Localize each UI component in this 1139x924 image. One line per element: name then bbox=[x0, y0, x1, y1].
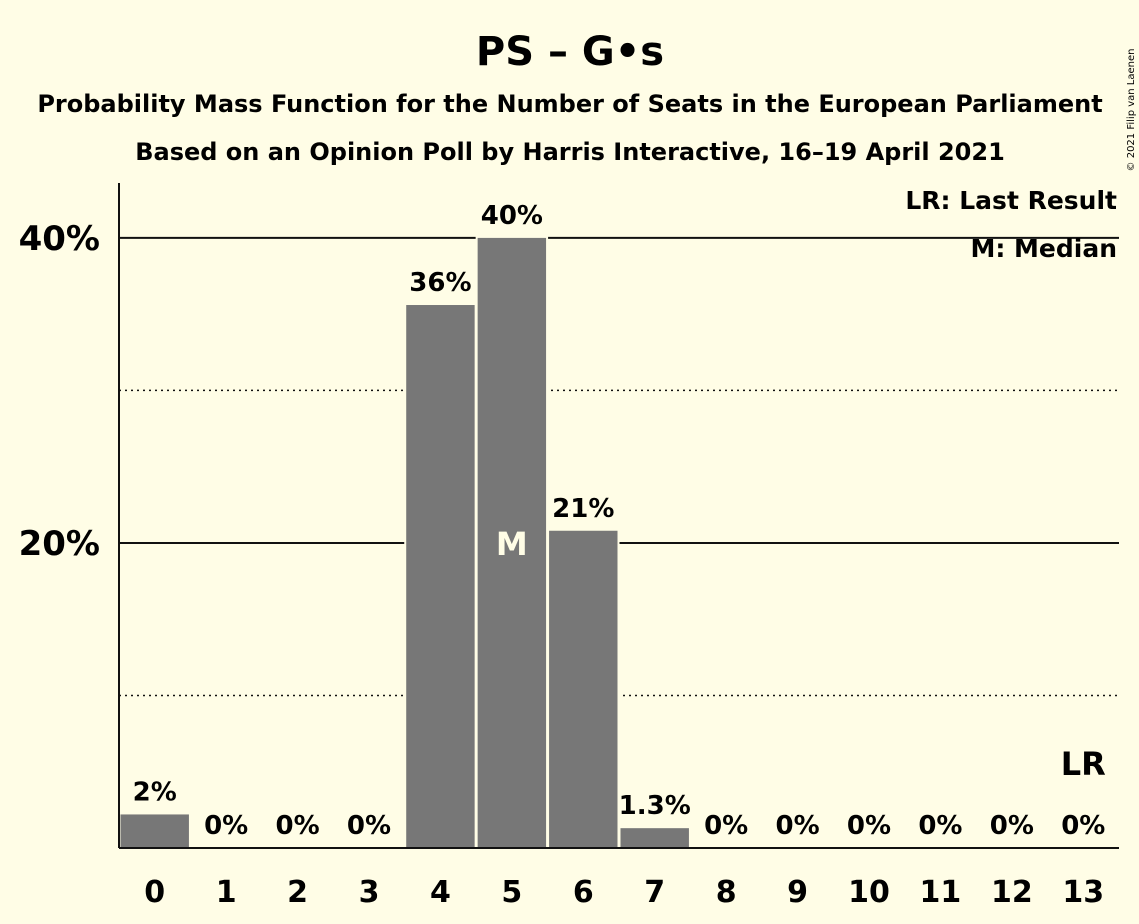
legend-median: M: Median bbox=[970, 234, 1117, 263]
x-tick-13: 13 bbox=[1062, 875, 1104, 910]
last-result-marker: LR bbox=[1061, 745, 1106, 783]
bar-6 bbox=[549, 530, 618, 848]
bar-7 bbox=[620, 828, 689, 848]
y-tick-labels: 20% 40% bbox=[19, 219, 100, 564]
y-tick-40: 40% bbox=[19, 219, 100, 259]
y-tick-20: 20% bbox=[19, 524, 100, 564]
bar-label-0: 2% bbox=[133, 777, 177, 807]
bar-label-3: 0% bbox=[347, 811, 391, 841]
bar-4 bbox=[406, 305, 475, 849]
x-tick-0: 0 bbox=[144, 875, 165, 910]
x-tick-2: 2 bbox=[287, 875, 308, 910]
bar-label-12: 0% bbox=[990, 811, 1034, 841]
copyright: © 2021 Filip van Laenen bbox=[1126, 49, 1137, 172]
x-tick-9: 9 bbox=[787, 875, 808, 910]
x-tick-5: 5 bbox=[501, 875, 522, 910]
bar-label-5: 40% bbox=[481, 201, 543, 231]
bar-5 bbox=[477, 237, 547, 848]
x-tick-3: 3 bbox=[359, 875, 380, 910]
x-tick-4: 4 bbox=[430, 875, 451, 910]
bar-labels: 2% 0% 0% 0% 36% 40% 21% 1.3% 0% 0% 0% 0% 0% 0% M LR bbox=[133, 201, 1106, 841]
x-tick-7: 7 bbox=[644, 875, 665, 910]
chart-subtitle-1: Probability Mass Function for the Number… bbox=[37, 90, 1102, 118]
chart-subtitle-2: Based on an Opinion Poll by Harris Inter… bbox=[135, 138, 1005, 166]
x-tick-12: 12 bbox=[991, 875, 1033, 910]
x-tick-6: 6 bbox=[573, 875, 594, 910]
bar-label-10: 0% bbox=[847, 811, 891, 841]
x-tick-8: 8 bbox=[716, 875, 737, 910]
bar-label-11: 0% bbox=[918, 811, 962, 841]
bar-label-1: 0% bbox=[204, 811, 248, 841]
bars bbox=[118, 235, 691, 849]
bar-label-8: 0% bbox=[704, 811, 748, 841]
bar-label-9: 0% bbox=[775, 811, 819, 841]
chart-title: PS – G•s bbox=[476, 29, 664, 75]
bar-label-6: 21% bbox=[552, 494, 614, 524]
legend-last-result: LR: Last Result bbox=[905, 186, 1117, 215]
x-tick-11: 11 bbox=[920, 875, 962, 910]
x-tick-labels: 0 1 2 3 4 5 6 7 8 9 10 11 12 13 bbox=[144, 875, 1104, 910]
x-tick-1: 1 bbox=[216, 875, 237, 910]
bar-label-4: 36% bbox=[409, 268, 471, 298]
bar-label-2: 0% bbox=[275, 811, 319, 841]
x-tick-10: 10 bbox=[848, 875, 890, 910]
bar-label-7: 1.3% bbox=[619, 791, 691, 821]
bar-label-13: 0% bbox=[1061, 811, 1105, 841]
median-marker: M bbox=[496, 525, 528, 563]
bar-0 bbox=[120, 814, 189, 848]
